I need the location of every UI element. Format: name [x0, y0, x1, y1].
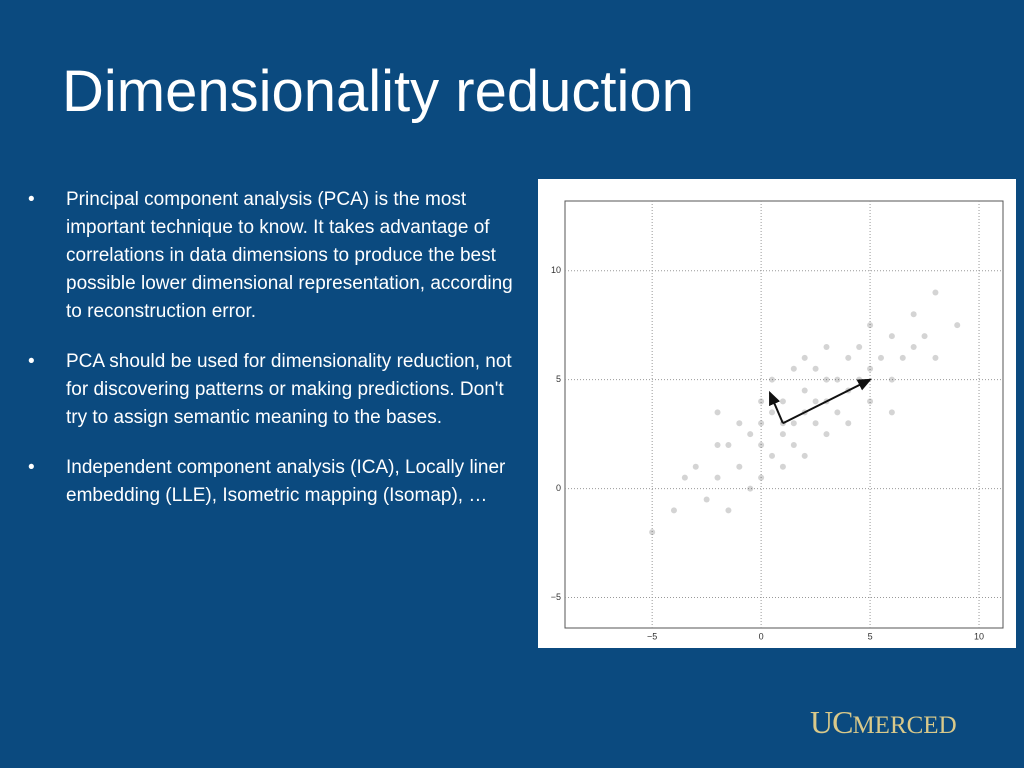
scatter-point [649, 529, 656, 536]
component-arrow [782, 378, 872, 425]
scatter-point [758, 420, 765, 427]
scatter-point [932, 354, 939, 361]
x-tick-label: 5 [868, 631, 873, 641]
scatter-point [758, 398, 765, 405]
plot-frame [564, 200, 1004, 629]
x-tick-label: 10 [974, 631, 984, 641]
scatter-point [801, 452, 808, 459]
scatter-point [801, 354, 808, 361]
logo-merced: MERCED [852, 712, 957, 739]
scatter-point [736, 420, 743, 427]
x-tick-label: −5 [647, 631, 657, 641]
scatter-point [812, 420, 819, 427]
bullet: PCA should be used for dimensionality re… [28, 348, 523, 432]
y-tick-label: −5 [551, 592, 561, 602]
scatter-point [736, 463, 743, 470]
scatter-point [823, 376, 830, 383]
bullet: Independent component analysis (ICA), Lo… [28, 454, 523, 510]
scatter-point [779, 431, 786, 438]
scatter-point [714, 442, 721, 448]
scatter-point [801, 387, 808, 394]
scatter-point [779, 463, 786, 470]
scatter-point [812, 365, 819, 372]
scatter-point [899, 354, 906, 361]
scatter-point [714, 474, 721, 481]
scatter-point [769, 452, 776, 459]
scatter-point [856, 376, 863, 383]
scatter-point [758, 442, 765, 448]
scatter-point [932, 289, 939, 296]
scatter-point [867, 398, 874, 405]
scatter-point [790, 420, 797, 427]
scatter-point [769, 376, 776, 383]
scatter-point [954, 322, 961, 329]
chart: −5 0 5 10 −5 0 5 10 [538, 179, 1016, 648]
scatter-point [681, 474, 688, 481]
scatter-point [703, 496, 710, 503]
y-tick-label: 0 [556, 483, 561, 493]
scatter-point [747, 431, 754, 438]
component-arrow [768, 390, 784, 424]
scatter-point [790, 442, 797, 448]
scatter-point [834, 409, 841, 416]
chart-background [538, 179, 1016, 648]
scatter-point [692, 463, 699, 470]
scatter-point [714, 409, 721, 416]
bullet-list: Principal component analysis (PCA) is th… [28, 186, 523, 532]
scatter-point [790, 365, 797, 372]
scatter-point [834, 376, 841, 383]
scatter-point [888, 376, 895, 383]
scatter-point [867, 365, 874, 372]
scatter-point [921, 333, 928, 340]
scatter-point [910, 311, 917, 318]
x-tick-label: 0 [759, 631, 764, 641]
bullet: Principal component analysis (PCA) is th… [28, 186, 523, 326]
logo-uc: UC [810, 704, 853, 740]
scatter-point [812, 398, 819, 405]
scatter-point [725, 442, 732, 448]
scatter-point [856, 343, 863, 350]
scatter-point [845, 420, 852, 427]
scatter-point [725, 507, 732, 514]
scatter-point [877, 354, 884, 361]
logo: UCMERCED [810, 704, 957, 741]
scatter-point [823, 431, 830, 438]
y-tick-label: 10 [551, 265, 561, 275]
scatter-point [888, 333, 895, 340]
slide-title: Dimensionality reduction [62, 59, 694, 124]
scatter-point [867, 322, 874, 329]
scatter-point [769, 409, 776, 416]
scatter-point [747, 485, 754, 492]
scatter-point [888, 409, 895, 416]
scatter-point [823, 343, 830, 350]
scatter-point [910, 343, 917, 350]
scatter-point [670, 507, 677, 514]
y-tick-label: 5 [556, 374, 561, 384]
scatter-point [779, 398, 786, 405]
scatter-point [758, 474, 765, 481]
scatter-point [845, 354, 852, 361]
